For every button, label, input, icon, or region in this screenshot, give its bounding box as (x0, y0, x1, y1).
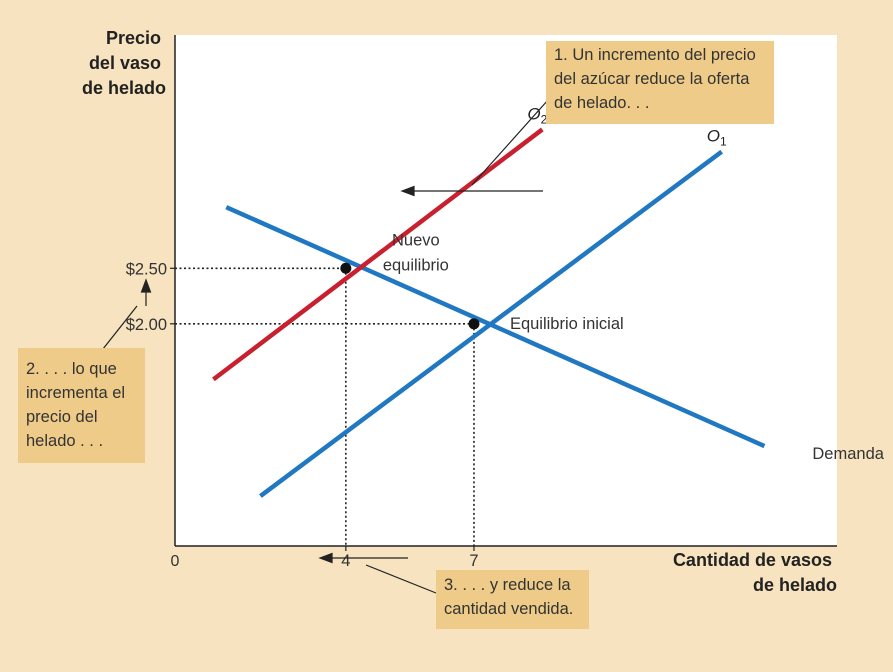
x-axis-label-line: de helado (753, 575, 837, 595)
shift-arrow-head (400, 185, 415, 197)
x-tick-label: 4 (341, 552, 350, 570)
quantity-arrow-head (318, 552, 333, 564)
y-axis-label: Precio del vaso de helado (82, 28, 166, 98)
guide-lines (175, 267, 475, 546)
equilibrium-point (340, 262, 352, 274)
y-axis-label-line: de helado (82, 78, 166, 98)
y-axis-label-line: del vaso (89, 53, 161, 73)
series-line-o2 (212, 127, 544, 382)
series-label-demanda: Demanda (812, 445, 884, 463)
price-arrow-head (140, 278, 152, 293)
point-label-nuevo-equilibrio: equilibrio (383, 256, 449, 274)
x-axis-label: Cantidad de vasos de helado (673, 550, 837, 595)
callout-three-leader (365, 564, 437, 594)
y-tick-label: $2.50 (126, 260, 167, 278)
y-axis-label-line: Precio (106, 28, 161, 48)
origin-label: 0 (171, 553, 180, 570)
x-tick-label: 7 (469, 552, 478, 570)
series-label-o1: O1 (707, 127, 727, 149)
callout-line: del azúcar reduce la oferta (554, 70, 750, 88)
callout-line: cantidad vendida. (444, 600, 574, 618)
callout-quantity-decrease: 3. . . . y reduce la cantidad vendida. (436, 570, 589, 629)
callout-line: 2. . . . lo que (26, 360, 117, 378)
equilibrium-point (468, 318, 480, 330)
callout-sugar-price-increase: 1. Un incremento del precio del azúcar r… (546, 41, 774, 124)
y-tick-label: $2.00 (126, 316, 167, 334)
point-label-equilibrio-inicial: Equilibrio inicial (510, 315, 624, 333)
axis-ticks: $2.50 $2.00 4 7 (126, 260, 479, 570)
point-label-nuevo-equilibrio: Nuevo (392, 231, 440, 249)
callout-one-leader (471, 99, 549, 186)
callout-line: 3. . . . y reduce la (444, 576, 571, 594)
series-line-demanda (225, 205, 766, 449)
equilibrium-points: Nuevo equilibrio Equilibrio inicial (340, 231, 624, 333)
x-axis-label-line: Cantidad de vasos (673, 550, 832, 570)
callout-line: de helado. . . (554, 94, 650, 112)
callout-line: helado . . . (26, 432, 104, 450)
callout-line: precio del (26, 408, 98, 426)
callout-line: 1. Un incremento del precio (554, 46, 756, 64)
callout-price-increase: 2. . . . lo que incrementa el precio del… (18, 348, 145, 463)
series-line-o1 (259, 149, 724, 498)
callout-line: incrementa el (26, 384, 126, 402)
